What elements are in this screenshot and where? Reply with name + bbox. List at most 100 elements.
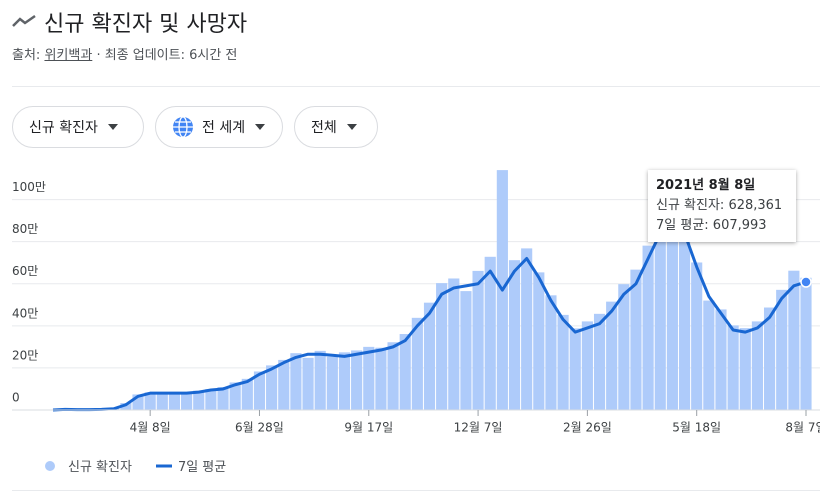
globe-icon	[173, 116, 193, 138]
bar	[484, 256, 496, 410]
x-tick-label: 2월 26일	[563, 421, 612, 435]
bar	[739, 328, 751, 410]
bar	[472, 270, 484, 410]
bar	[217, 387, 229, 410]
title: 신규 확진자 및 사망자	[44, 12, 248, 37]
dropdown-arrow	[255, 124, 266, 130]
bar	[715, 309, 727, 410]
bar	[387, 342, 399, 410]
x-tick-label: 5월 18일	[672, 421, 721, 435]
bar	[144, 392, 156, 410]
filter-chip[interactable]: 신규 확진자	[12, 106, 144, 148]
bar	[253, 371, 266, 410]
swatch	[45, 460, 55, 471]
x-tick-label: 8월 7일	[785, 421, 820, 435]
y-tick-label: 20만	[12, 348, 38, 362]
legend-item[interactable]: 신규 확진자	[44, 456, 132, 475]
bar	[654, 219, 666, 410]
bar	[302, 357, 314, 410]
bar	[363, 346, 375, 410]
bar	[338, 352, 351, 410]
x-tick-label: 6월 28일	[235, 421, 284, 435]
bar	[763, 307, 776, 410]
y-tick-label: 80만	[12, 222, 38, 236]
bar	[618, 284, 630, 410]
bar	[411, 317, 423, 410]
trend-icon	[12, 14, 36, 27]
legend-label: 7일 평균	[177, 460, 227, 475]
y-tick-label: 0	[12, 391, 20, 405]
tooltip-line: 7일 평균: 607,993	[656, 218, 767, 233]
bar	[533, 272, 545, 410]
bar	[229, 382, 241, 410]
bar	[521, 248, 533, 410]
bar	[788, 270, 800, 410]
bar	[266, 365, 278, 410]
bar	[569, 328, 581, 410]
bar	[181, 393, 193, 410]
y-tick-label: 100만	[12, 180, 46, 194]
bar	[241, 378, 253, 410]
bar	[678, 222, 691, 410]
bar	[800, 277, 812, 410]
bar	[727, 325, 739, 410]
tooltip-line: 신규 확진자: 628,361	[656, 198, 783, 213]
bar	[557, 314, 569, 410]
tooltip-date: 2021년 8월 8일	[656, 178, 756, 193]
bar	[606, 301, 618, 410]
bar	[666, 229, 678, 410]
bar	[751, 321, 763, 410]
source: 출처: 위키백과 · 최종 업데이트: 6시간 전	[12, 44, 237, 63]
bar	[423, 302, 436, 410]
bar	[691, 262, 703, 410]
bar	[642, 245, 654, 410]
filter-chip[interactable]: 전 세계	[155, 106, 283, 148]
bar	[703, 300, 715, 410]
dropdown-arrow	[346, 124, 357, 130]
bar	[193, 390, 205, 410]
bar	[593, 313, 606, 410]
bar	[156, 393, 168, 410]
bar	[326, 356, 338, 410]
legend-swatch	[155, 464, 172, 467]
updated: · 최종 업데이트: 6시간 전	[96, 48, 238, 63]
bar	[508, 260, 521, 410]
y-tick-label: 60만	[12, 264, 38, 278]
bar	[132, 394, 144, 410]
legend-label: 신규 확진자	[68, 460, 132, 475]
x-tick-label: 12월 7일	[454, 421, 503, 435]
legend-swatch	[45, 460, 55, 471]
bar	[314, 350, 326, 410]
bar	[205, 389, 217, 410]
bar	[351, 350, 363, 410]
bar	[120, 403, 132, 410]
filter-chip[interactable]: 전체	[294, 106, 378, 148]
bar	[290, 353, 302, 410]
bar	[436, 283, 448, 410]
bar	[399, 334, 411, 410]
bar	[278, 359, 290, 410]
bar	[581, 321, 593, 410]
highlight-dot	[800, 276, 812, 288]
bar	[460, 291, 472, 410]
chip-label: 전체	[311, 120, 337, 136]
legend: 신규 확진자 7일 평균	[44, 456, 248, 475]
chart: 0 20만 40만 60만 80만 100만 4월 8일 6월 28일 9월 17일 12월 7일…	[12, 170, 820, 435]
x-tick-label: 4월 8일	[130, 421, 171, 435]
bar	[776, 289, 788, 410]
source-label: 출처:	[12, 48, 41, 63]
x-tick-label: 9월 17일	[344, 421, 393, 435]
bar	[545, 295, 557, 410]
bar	[448, 278, 460, 410]
bar	[375, 347, 387, 410]
chip-label: 신규 확진자	[29, 120, 98, 136]
chip-label: 전 세계	[202, 120, 246, 136]
source-link[interactable]: 위키백과	[44, 48, 93, 63]
legend-item[interactable]: 7일 평균	[154, 456, 226, 475]
divider	[12, 86, 820, 87]
bar	[168, 391, 181, 410]
bar	[630, 269, 642, 410]
y-tick-label: 40만	[12, 306, 38, 320]
